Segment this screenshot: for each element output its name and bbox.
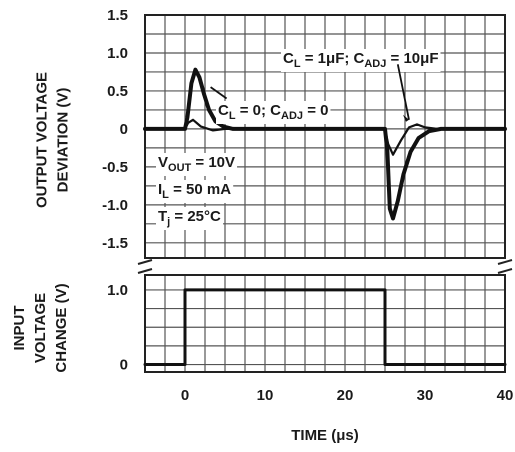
- top-panel-frame: [144, 14, 506, 259]
- top-y-axis-label-line: DEVIATION (V): [55, 88, 72, 193]
- condition-label-2: IL​ = 50 mA: [158, 181, 231, 201]
- bottom-panel-curves: [143, 288, 507, 366]
- bottom-y-axis-label-line: INPUT: [11, 306, 28, 351]
- x-tick-label: 20: [337, 387, 354, 404]
- y-tick-label: 0: [120, 121, 128, 138]
- x-tick-label: 10: [257, 387, 274, 404]
- x-tick-label: 0: [181, 387, 189, 404]
- x-tick-label: 30: [417, 387, 434, 404]
- condition-label-1-bg: [156, 153, 238, 176]
- x-tick-label: 40: [497, 387, 514, 404]
- input-step-line: [143, 288, 507, 366]
- y-tick-label: 1.0: [107, 45, 128, 62]
- series-label-1-bg: [216, 101, 331, 124]
- x-axis-label: TIME (μs): [291, 427, 359, 444]
- series-line-2: [143, 118, 507, 156]
- top-y-axis-label: OUTPUT VOLTAGE DEVIATION (V): [34, 72, 72, 208]
- bottom-y-axis-label-line: CHANGE (V): [53, 283, 70, 372]
- bottom-y-axis-label-line: VOLTAGE: [32, 293, 49, 363]
- condition-label-3: Tj​ = 25°C: [158, 208, 221, 228]
- axis-break-mark: [137, 259, 153, 274]
- axis-break-mark: [497, 259, 513, 274]
- series-label-1: CL​ = 0; CADJ​ = 0: [218, 102, 328, 122]
- bottom-panel-grid: [136, 259, 514, 373]
- series-label-2-bg: [281, 49, 441, 72]
- leader-line-1: [210, 86, 228, 100]
- condition-label-1: VOUT​ = 10V: [158, 154, 235, 174]
- y-tick-label: -1.5: [102, 235, 128, 252]
- bottom-y-axis-label: INPUT VOLTAGE CHANGE (V): [11, 283, 70, 372]
- tick-labels: 0 10 20 30 40 1.5 1.0 0.5 0 -0.5 -1.0 -1.5 1.0 0: [102, 7, 513, 404]
- series-label-2: CL​ = 1μF; CADJ​ = 10μF: [283, 50, 439, 70]
- y-tick-label: 0: [120, 357, 128, 374]
- top-y-axis-label-line: OUTPUT VOLTAGE: [34, 72, 51, 208]
- leader-arrowhead: [403, 114, 409, 122]
- top-panel-curves: [143, 67, 507, 221]
- bottom-panel-frame: [144, 274, 506, 373]
- y-tick-label: 1.0: [107, 282, 128, 299]
- y-tick-label: 0.5: [107, 83, 128, 100]
- annotations: CL​ = 0; CADJ​ = 0 CL​ = 1μF; CADJ​ = 10μ…: [156, 49, 441, 230]
- y-tick-label: 1.5: [107, 7, 128, 24]
- y-tick-label: -0.5: [102, 159, 128, 176]
- leader-line-2: [396, 64, 410, 120]
- axis-labels: TIME (μs) OUTPUT VOLTAGE DEVIATION (V) INPU…: [11, 72, 359, 444]
- condition-label-3-bg: [156, 207, 224, 230]
- condition-label-2-bg: [156, 180, 234, 203]
- y-tick-label: -1.0: [102, 197, 128, 214]
